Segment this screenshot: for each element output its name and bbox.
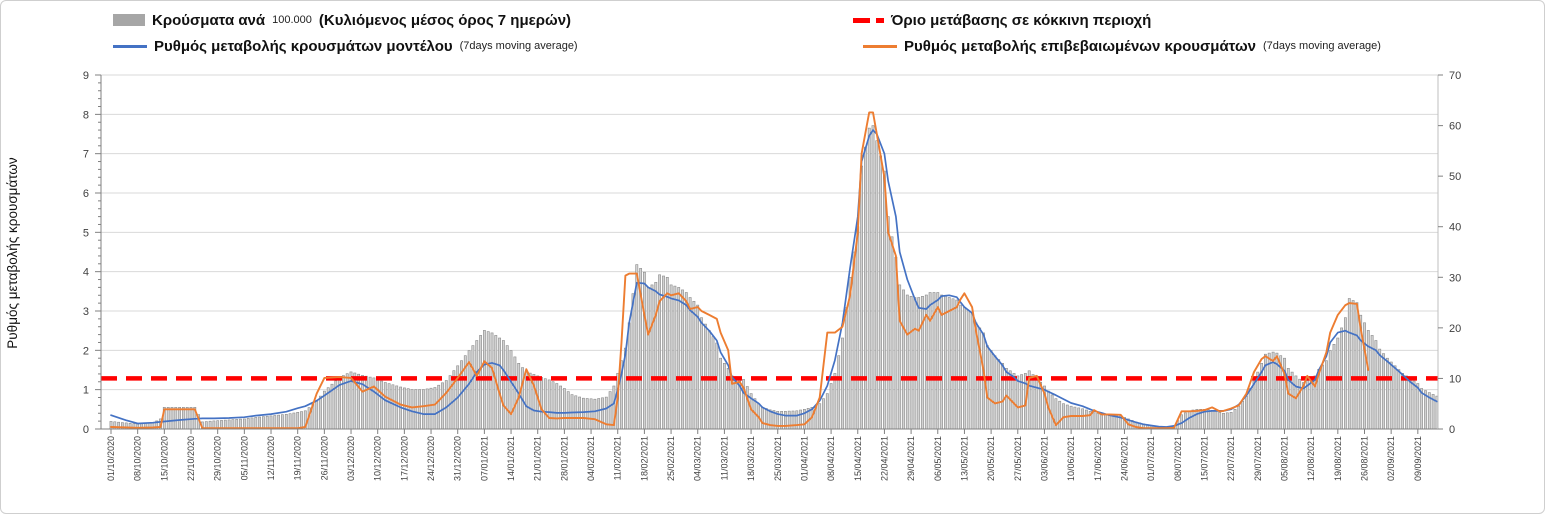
- svg-text:08/07/2021: 08/07/2021: [1173, 436, 1183, 481]
- legend-unit: 100.000: [272, 14, 312, 26]
- legend-suffix: (Κυλιόμενος μέσος όρος 7 ημερών): [318, 11, 572, 29]
- svg-text:50: 50: [1449, 171, 1461, 183]
- svg-text:07/01/2021: 07/01/2021: [479, 436, 489, 481]
- svg-text:40: 40: [1449, 222, 1461, 234]
- axes: [95, 74, 1443, 434]
- svg-text:15/07/2021: 15/07/2021: [1199, 436, 1209, 481]
- svg-text:21/01/2021: 21/01/2021: [533, 436, 543, 481]
- svg-text:22/07/2021: 22/07/2021: [1226, 436, 1236, 481]
- svg-text:15/10/2020: 15/10/2020: [159, 436, 169, 481]
- svg-text:0: 0: [83, 424, 89, 436]
- y-axis-title: Ρυθμός μεταβολής κρουσμάτων: [5, 157, 20, 349]
- svg-text:24/12/2020: 24/12/2020: [426, 436, 436, 481]
- svg-text:12/11/2020: 12/11/2020: [266, 436, 276, 480]
- gridlines: [101, 74, 1438, 391]
- legend-label: Ρυθμός μεταβολής κρουσμάτων μοντέλου: [154, 37, 453, 55]
- svg-text:22/04/2021: 22/04/2021: [879, 436, 889, 481]
- svg-text:14/01/2021: 14/01/2021: [506, 436, 516, 481]
- legend-label: Ρυθμός μεταβολής επιβεβαιωμένων κρουσμάτ…: [904, 37, 1256, 55]
- x-axis-labels: 01/10/2020 08/10/2020 15/10/2020 22/10/2020…: [106, 436, 1423, 481]
- svg-text:20: 20: [1449, 323, 1461, 335]
- svg-text:25/03/2021: 25/03/2021: [773, 436, 783, 481]
- threshold-dash-icon: [876, 17, 884, 23]
- svg-text:18/03/2021: 18/03/2021: [746, 436, 756, 481]
- svg-text:10/06/2021: 10/06/2021: [1066, 436, 1076, 481]
- svg-text:29/10/2020: 29/10/2020: [213, 436, 223, 481]
- svg-text:17/12/2020: 17/12/2020: [399, 436, 409, 481]
- svg-text:28/01/2021: 28/01/2021: [559, 436, 569, 481]
- svg-text:26/11/2020: 26/11/2020: [319, 436, 329, 480]
- legend-label: Όριο μετάβασης σε κόκκινη περιοχή: [891, 11, 1152, 29]
- svg-text:10: 10: [1449, 373, 1461, 385]
- svg-text:4: 4: [83, 267, 89, 279]
- svg-text:6: 6: [83, 188, 89, 200]
- svg-text:27/05/2021: 27/05/2021: [1013, 436, 1023, 481]
- legend-note: (7days moving average): [459, 40, 578, 52]
- legend-item-model-rate: Ρυθμός μεταβολής κρουσμάτων μοντέλου (7d…: [113, 35, 578, 57]
- svg-text:08/10/2020: 08/10/2020: [133, 436, 143, 481]
- svg-text:26/08/2021: 26/08/2021: [1359, 436, 1369, 481]
- svg-text:09/09/2021: 09/09/2021: [1413, 436, 1423, 481]
- svg-text:15/04/2021: 15/04/2021: [853, 436, 863, 481]
- svg-text:9: 9: [83, 70, 89, 82]
- confirmed-line-legend-swatch: [863, 44, 897, 48]
- svg-text:01/07/2021: 01/07/2021: [1146, 436, 1156, 481]
- legend-note: (7days moving average): [1262, 40, 1381, 52]
- svg-text:10/12/2020: 10/12/2020: [373, 436, 383, 481]
- svg-text:25/02/2021: 25/02/2021: [666, 436, 676, 481]
- svg-text:3: 3: [83, 306, 89, 318]
- svg-text:18/02/2021: 18/02/2021: [639, 436, 649, 481]
- svg-text:01/04/2021: 01/04/2021: [799, 436, 809, 481]
- svg-text:20/05/2021: 20/05/2021: [986, 436, 996, 481]
- svg-text:2: 2: [83, 345, 89, 357]
- svg-text:29/04/2021: 29/04/2021: [906, 436, 916, 481]
- svg-text:03/12/2020: 03/12/2020: [346, 436, 356, 481]
- svg-text:24/06/2021: 24/06/2021: [1119, 436, 1129, 481]
- svg-text:29/07/2021: 29/07/2021: [1253, 436, 1263, 481]
- legend-item-cases-bars: Κρούσματα ανά 100.000 (Κυλιόμενος μέσος …: [113, 9, 571, 31]
- svg-text:19/08/2021: 19/08/2021: [1333, 436, 1343, 481]
- y-axis-left-labels: 0 1 2 3 4 5 6 7 8 9: [83, 70, 89, 436]
- svg-text:70: 70: [1449, 70, 1461, 82]
- svg-text:22/10/2020: 22/10/2020: [186, 436, 196, 481]
- svg-text:7: 7: [83, 149, 89, 161]
- svg-text:03/06/2021: 03/06/2021: [1039, 436, 1049, 481]
- svg-text:04/02/2021: 04/02/2021: [586, 436, 596, 481]
- svg-text:60: 60: [1449, 121, 1461, 133]
- svg-text:12/08/2021: 12/08/2021: [1306, 436, 1316, 481]
- svg-text:30: 30: [1449, 272, 1461, 284]
- model-line: [110, 129, 1438, 428]
- legend-label: Κρούσματα ανά: [152, 11, 266, 29]
- svg-text:05/08/2021: 05/08/2021: [1279, 436, 1289, 481]
- svg-text:8: 8: [83, 109, 89, 121]
- svg-text:31/12/2020: 31/12/2020: [453, 436, 463, 481]
- svg-text:04/03/2021: 04/03/2021: [693, 436, 703, 481]
- svg-text:01/10/2020: 01/10/2020: [106, 436, 116, 481]
- y-axis-right-labels: 0 10 20 30 40 50 60 70: [1449, 70, 1461, 436]
- threshold-dash-icon: [853, 17, 870, 23]
- legend-item-confirmed-rate: Ρυθμός μεταβολής επιβεβαιωμένων κρουσμάτ…: [863, 35, 1381, 57]
- svg-text:02/09/2021: 02/09/2021: [1386, 436, 1396, 481]
- svg-text:13/05/2021: 13/05/2021: [959, 436, 969, 481]
- svg-text:17/06/2021: 17/06/2021: [1093, 436, 1103, 481]
- svg-text:5: 5: [83, 227, 89, 239]
- legend-item-red-threshold: Όριο μετάβασης σε κόκκινη περιοχή: [853, 9, 1151, 31]
- confirmed-line: [110, 111, 1370, 430]
- svg-text:19/11/2020: 19/11/2020: [293, 436, 303, 480]
- svg-text:11/03/2021: 11/03/2021: [719, 436, 729, 480]
- cases-bars: [109, 125, 1439, 430]
- svg-text:06/05/2021: 06/05/2021: [933, 436, 943, 481]
- svg-text:0: 0: [1449, 424, 1455, 436]
- bars-legend-swatch: [113, 14, 145, 26]
- svg-text:11/02/2021: 11/02/2021: [613, 436, 623, 480]
- svg-text:05/11/2020: 05/11/2020: [239, 436, 249, 480]
- svg-text:08/04/2021: 08/04/2021: [826, 436, 836, 481]
- svg-text:1: 1: [83, 385, 89, 397]
- model-line-legend-swatch: [113, 44, 147, 48]
